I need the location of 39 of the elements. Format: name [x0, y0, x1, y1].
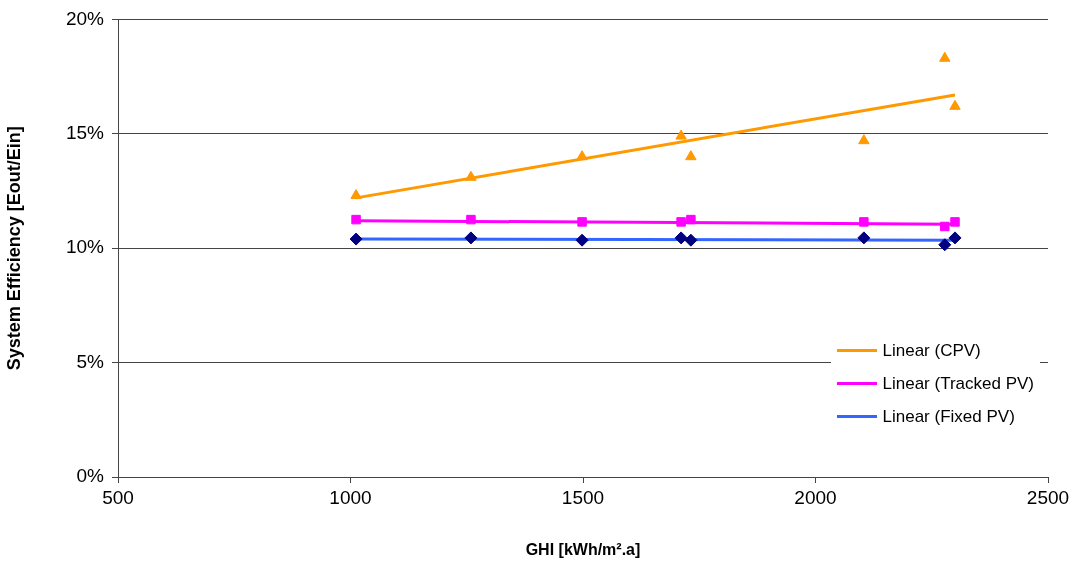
- point: [857, 231, 871, 245]
- y-tick-label: 15%: [65, 122, 105, 144]
- y-tick-label: 0%: [76, 465, 105, 487]
- point: [349, 232, 363, 246]
- point: [939, 51, 951, 62]
- x-tick-label: 1500: [561, 486, 605, 508]
- legend-label: Linear (Fixed PV): [882, 406, 1015, 427]
- point: [576, 150, 588, 161]
- point: [465, 170, 477, 181]
- point: [938, 238, 952, 252]
- legend-label: Linear (Tracked PV): [882, 373, 1034, 394]
- point: [351, 214, 361, 225]
- point: [575, 233, 589, 247]
- point: [577, 217, 587, 227]
- point: [948, 231, 962, 245]
- point: [466, 214, 476, 225]
- y-tick-label: 5%: [76, 350, 105, 372]
- point: [675, 129, 687, 140]
- point: [350, 189, 362, 200]
- legend-label: Linear (CPV): [882, 340, 981, 361]
- y-tick-label: 20%: [65, 7, 105, 29]
- y-axis-title: System Efficiency [Eout/Ein]: [3, 126, 24, 371]
- point: [464, 231, 478, 245]
- point: [950, 217, 960, 227]
- point: [949, 99, 961, 110]
- x-tick-label: 1000: [329, 486, 372, 508]
- x-tick-label: 2500: [1026, 486, 1070, 508]
- point: [684, 233, 698, 247]
- x-tick-label: 2000: [794, 486, 837, 508]
- point: [686, 214, 696, 225]
- y-tick-label: 10%: [65, 236, 105, 258]
- point: [685, 150, 697, 161]
- x-tick-label: 500: [102, 486, 134, 508]
- x-axis-title: GHI [kWh/m².a]: [525, 540, 641, 558]
- point: [859, 217, 869, 227]
- point: [858, 134, 870, 145]
- point: [676, 217, 686, 227]
- point: [940, 221, 950, 232]
- point: [674, 231, 688, 245]
